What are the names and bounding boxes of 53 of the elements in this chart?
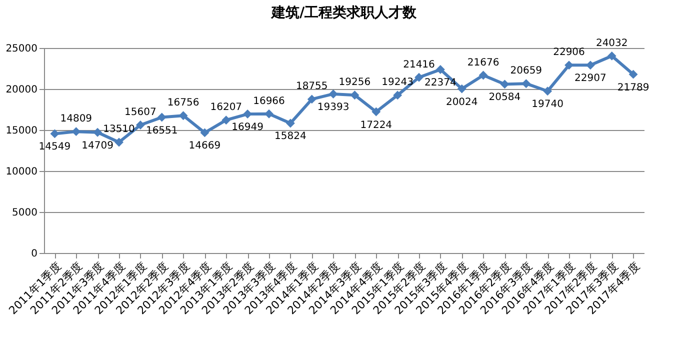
data-label: 14809: [60, 114, 92, 125]
data-label: 21789: [617, 82, 650, 94]
point: [328, 90, 338, 98]
point: [457, 84, 466, 94]
data-label: 24032: [596, 38, 628, 49]
data-label: 22907: [574, 73, 606, 84]
data-label: 14549: [38, 142, 71, 153]
data-label: 21416: [403, 59, 435, 70]
data-label: 20024: [446, 96, 478, 108]
data-label: 16207: [210, 102, 242, 114]
point: [93, 128, 102, 137]
data-label: 22906: [553, 47, 585, 58]
data-label: 19256: [338, 77, 371, 88]
data-label: 14669: [188, 140, 221, 152]
y-tick-label: 5000: [12, 208, 38, 218]
point: [50, 129, 60, 138]
data-label: 17224: [360, 120, 392, 131]
y-tick-label: 10000: [6, 166, 38, 178]
point: [436, 65, 445, 74]
point: [628, 70, 638, 79]
point: [200, 128, 210, 138]
point: [307, 94, 316, 104]
y-tick-label: 20000: [6, 84, 38, 96]
chart-title: 建筑/工程类求职人才数: [270, 4, 418, 21]
data-label: 18755: [296, 81, 328, 92]
point: [286, 118, 295, 128]
point: [607, 51, 616, 60]
point: [478, 70, 488, 80]
y-tick-label: 25000: [6, 44, 38, 54]
data-label: 20584: [488, 92, 521, 104]
data-label: 16551: [146, 125, 178, 136]
data-label: 15824: [274, 131, 306, 142]
point: [372, 107, 381, 116]
y-tick-label: 0: [31, 248, 38, 260]
data-label: 14709: [82, 140, 114, 152]
data-label: 19393: [317, 102, 350, 113]
point: [136, 120, 145, 130]
point: [222, 116, 231, 125]
data-label: 16756: [167, 98, 200, 109]
data-label: 15607: [124, 107, 156, 118]
data-label: 16966: [253, 96, 285, 107]
point: [564, 60, 574, 70]
point: [393, 90, 402, 100]
point: [522, 79, 531, 88]
data-label: 19740: [532, 99, 564, 110]
data-label: 21676: [467, 57, 500, 68]
data-label: 16949: [232, 122, 264, 134]
y-tick-label: 15000: [6, 126, 38, 136]
data-label: 22374: [424, 78, 456, 89]
point: [114, 138, 124, 147]
point: [414, 72, 424, 82]
point: [543, 86, 552, 96]
data-label: 20659: [510, 66, 542, 77]
